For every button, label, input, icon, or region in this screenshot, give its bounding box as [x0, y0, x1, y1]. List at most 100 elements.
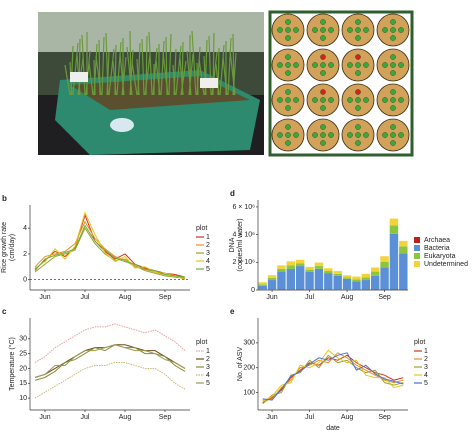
legend-swatch — [414, 245, 420, 251]
bar-segment — [258, 285, 267, 290]
y-tick-label: 30 — [19, 336, 27, 343]
grass-blade — [198, 58, 205, 96]
charts: b 0 2 4 Jun Jul Aug Sep Rice growth rate (cm/day)… — [1, 189, 468, 432]
bar-segment — [370, 275, 380, 290]
plant-dot — [390, 132, 396, 138]
plant-dot — [390, 105, 396, 111]
x-tick-label: Sep — [159, 294, 172, 301]
plant-dot — [355, 132, 361, 138]
grass-blade — [88, 62, 94, 96]
x-tick-label: Jul — [81, 294, 90, 301]
legend-label: Archaea — [424, 237, 450, 244]
grass-blade — [172, 64, 176, 96]
bar-segment — [399, 253, 408, 290]
plant-dot — [285, 54, 291, 60]
bar-segment — [258, 282, 267, 285]
bar-segment — [370, 267, 380, 272]
x-tick-label: Jul — [81, 414, 90, 421]
bar-segment — [314, 266, 324, 269]
series-line — [34, 344, 186, 381]
grass-blade — [81, 34, 86, 96]
grass-blade — [155, 59, 161, 96]
bar-segment — [333, 275, 342, 290]
bar-segment — [277, 268, 286, 272]
plant-dot — [320, 132, 326, 138]
y-tick-label: 0 — [23, 277, 27, 284]
plant-dot — [320, 140, 326, 146]
grass-blade — [222, 56, 228, 96]
grass-blade — [175, 45, 182, 96]
plant-dot — [285, 97, 291, 103]
bar-segment — [380, 261, 389, 268]
plant-dot — [285, 105, 291, 111]
legend-label: 3 — [424, 364, 428, 371]
grass-blade — [145, 35, 148, 96]
grass-blade — [116, 41, 122, 96]
legend-title: plot — [196, 225, 207, 232]
bar-segment — [342, 275, 352, 278]
y-tick-label: 4 — [23, 225, 27, 232]
plot-diagram — [268, 10, 414, 157]
bar-segment — [361, 273, 371, 278]
panel-letter: c — [2, 307, 7, 316]
legend-label: 1 — [206, 234, 210, 241]
legend-title: plot — [196, 339, 207, 346]
grass-blade — [64, 64, 71, 96]
bar-segment — [380, 267, 389, 290]
grass-blade — [93, 59, 96, 96]
plant-dot — [355, 54, 361, 60]
y-tick-label: 0 — [251, 287, 255, 294]
plant-dot — [320, 54, 326, 60]
bar-segment — [389, 225, 399, 234]
panel-letter: b — [2, 194, 7, 203]
bar-segment — [277, 271, 286, 290]
y-tick-label: 300 — [243, 340, 255, 347]
y-tick-label: 20 — [19, 365, 27, 372]
x-tick-label: Jun — [266, 414, 277, 421]
y-axis-label: Temperature (°C) — [8, 337, 16, 391]
plant-dot — [277, 97, 283, 103]
plant-dot — [390, 140, 396, 146]
plant-dot — [390, 97, 396, 103]
plant-dot — [363, 97, 369, 103]
legend-label: 1 — [424, 348, 428, 355]
plant-dot — [293, 97, 299, 103]
y-tick-label: 100 — [243, 389, 255, 396]
plant-dot — [390, 124, 396, 130]
grass-blade — [101, 36, 105, 96]
y-tick-label: 2 — [23, 251, 27, 258]
bar-segment — [399, 289, 408, 290]
series-line — [262, 352, 404, 401]
plant-dot — [347, 97, 353, 103]
grass-blade — [136, 58, 140, 96]
series-line — [34, 220, 186, 279]
bar-segment — [361, 280, 371, 290]
series-line — [34, 344, 186, 378]
bar-segment — [295, 259, 305, 264]
plant-dot — [347, 132, 353, 138]
bar-segment — [277, 265, 286, 269]
plant-dot — [382, 62, 388, 68]
panel-letter: e — [230, 307, 235, 316]
bar-segment — [324, 273, 333, 290]
series-line — [262, 349, 404, 402]
y-tick-label: 4 × 10⁶ — [232, 231, 255, 238]
plant-dot — [390, 89, 396, 95]
bar-segment — [342, 277, 352, 279]
plant-dot — [320, 19, 326, 25]
y-tick-label: 15 — [19, 380, 27, 387]
bar-segment — [267, 280, 277, 290]
plant-dot — [312, 132, 318, 138]
plant-dot — [363, 132, 369, 138]
plant-dot — [312, 62, 318, 68]
plant-dot — [355, 35, 361, 41]
grass-blade — [119, 53, 125, 96]
plant-dot — [390, 70, 396, 76]
grass-blade — [141, 38, 145, 96]
bar-segment — [305, 271, 314, 290]
bar-segment — [389, 233, 399, 290]
plant-dot — [390, 35, 396, 41]
plant-dot — [355, 62, 361, 68]
plant-dot — [285, 132, 291, 138]
